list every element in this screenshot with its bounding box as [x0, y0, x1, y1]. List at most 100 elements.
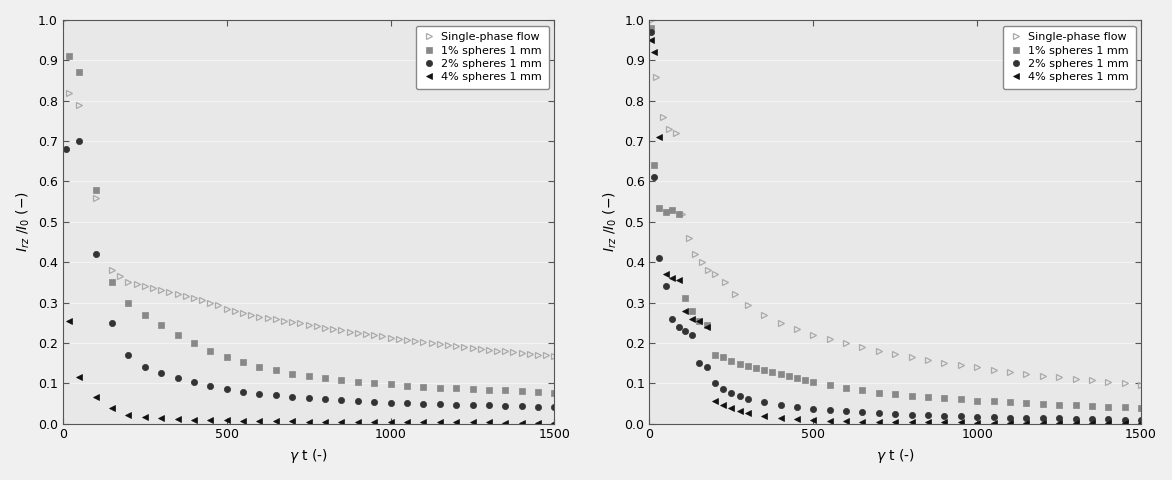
1% spheres 1 mm: [89, 187, 103, 192]
Single-phase flow: [318, 324, 332, 330]
1% spheres 1 mm: [1102, 404, 1116, 409]
2% spheres 1 mm: [89, 251, 103, 257]
1% spheres 1 mm: [1118, 405, 1132, 410]
2% spheres 1 mm: [1102, 416, 1116, 422]
4% spheres 1 mm: [1003, 420, 1017, 426]
4% spheres 1 mm: [888, 419, 902, 425]
1% spheres 1 mm: [938, 395, 952, 401]
4% spheres 1 mm: [318, 419, 332, 424]
2% spheres 1 mm: [203, 383, 217, 389]
Line: 2% spheres 1 mm: 2% spheres 1 mm: [63, 138, 558, 410]
2% spheres 1 mm: [716, 386, 730, 392]
4% spheres 1 mm: [1069, 420, 1083, 426]
Line: Single-phase flow: Single-phase flow: [60, 17, 558, 360]
Line: 1% spheres 1 mm: 1% spheres 1 mm: [648, 25, 1144, 411]
Line: 4% spheres 1 mm: 4% spheres 1 mm: [67, 318, 558, 426]
Single-phase flow: [728, 291, 742, 297]
2% spheres 1 mm: [839, 408, 853, 414]
1% spheres 1 mm: [724, 358, 738, 364]
Line: 4% spheres 1 mm: 4% spheres 1 mm: [648, 37, 1144, 426]
2% spheres 1 mm: [186, 380, 200, 385]
1% spheres 1 mm: [186, 340, 200, 346]
2% spheres 1 mm: [515, 403, 529, 409]
Line: Single-phase flow: Single-phase flow: [648, 17, 1144, 388]
Single-phase flow: [970, 365, 984, 371]
X-axis label: $\gamma$ t (-): $\gamma$ t (-): [875, 447, 915, 465]
2% spheres 1 mm: [684, 332, 699, 337]
2% spheres 1 mm: [301, 395, 315, 401]
4% spheres 1 mm: [301, 419, 315, 424]
Single-phase flow: [1052, 374, 1067, 380]
Single-phase flow: [823, 336, 837, 342]
2% spheres 1 mm: [547, 404, 561, 410]
1% spheres 1 mm: [62, 53, 76, 59]
4% spheres 1 mm: [856, 419, 870, 424]
4% spheres 1 mm: [350, 419, 364, 425]
4% spheres 1 mm: [691, 318, 706, 324]
1% spheres 1 mm: [921, 394, 935, 400]
4% spheres 1 mm: [122, 412, 136, 418]
2% spheres 1 mm: [1085, 416, 1099, 422]
4% spheres 1 mm: [252, 418, 266, 424]
2% spheres 1 mm: [252, 391, 266, 396]
1% spheres 1 mm: [515, 388, 529, 394]
4% spheres 1 mm: [334, 419, 348, 424]
Single-phase flow: [708, 271, 722, 277]
Single-phase flow: [649, 73, 663, 79]
2% spheres 1 mm: [334, 397, 348, 403]
Single-phase flow: [1102, 379, 1116, 385]
2% spheres 1 mm: [170, 375, 184, 381]
Single-phase flow: [1134, 382, 1149, 388]
2% spheres 1 mm: [856, 409, 870, 415]
4% spheres 1 mm: [1134, 420, 1149, 426]
4% spheres 1 mm: [732, 408, 747, 414]
1% spheres 1 mm: [416, 384, 430, 390]
2% spheres 1 mm: [666, 316, 680, 322]
Single-phase flow: [547, 353, 561, 359]
2% spheres 1 mm: [154, 370, 168, 376]
Y-axis label: $I_{rz}\ /I_0\ (-)$: $I_{rz}\ /I_0\ (-)$: [15, 191, 33, 252]
1% spheres 1 mm: [219, 354, 233, 360]
4% spheres 1 mm: [645, 37, 659, 43]
2% spheres 1 mm: [236, 389, 250, 395]
Single-phase flow: [416, 339, 430, 345]
Single-phase flow: [146, 286, 161, 291]
1% spheres 1 mm: [236, 360, 250, 365]
4% spheres 1 mm: [482, 420, 496, 425]
1% spheres 1 mm: [798, 377, 812, 383]
4% spheres 1 mm: [647, 49, 661, 55]
2% spheres 1 mm: [1003, 415, 1017, 420]
4% spheres 1 mm: [285, 418, 299, 424]
1% spheres 1 mm: [301, 373, 315, 379]
Line: 1% spheres 1 mm: 1% spheres 1 mm: [67, 53, 558, 396]
4% spheres 1 mm: [383, 419, 397, 425]
Single-phase flow: [806, 332, 820, 337]
1% spheres 1 mm: [170, 332, 184, 337]
Legend: Single-phase flow, 1% spheres 1 mm, 2% spheres 1 mm, 4% spheres 1 mm: Single-phase flow, 1% spheres 1 mm, 2% s…: [1002, 25, 1136, 89]
4% spheres 1 mm: [1118, 420, 1132, 426]
Single-phase flow: [701, 267, 715, 273]
4% spheres 1 mm: [367, 419, 381, 425]
2% spheres 1 mm: [449, 402, 463, 408]
Single-phase flow: [688, 251, 702, 257]
Single-phase flow: [669, 130, 683, 136]
4% spheres 1 mm: [498, 420, 512, 426]
1% spheres 1 mm: [465, 386, 479, 392]
1% spheres 1 mm: [1069, 403, 1083, 408]
4% spheres 1 mm: [684, 316, 699, 322]
4% spheres 1 mm: [921, 420, 935, 425]
1% spheres 1 mm: [645, 25, 659, 31]
1% spheres 1 mm: [806, 379, 820, 385]
1% spheres 1 mm: [872, 390, 886, 396]
1% spheres 1 mm: [700, 322, 714, 327]
2% spheres 1 mm: [954, 413, 968, 419]
4% spheres 1 mm: [659, 271, 673, 277]
2% spheres 1 mm: [138, 364, 152, 370]
4% spheres 1 mm: [416, 420, 430, 425]
2% spheres 1 mm: [691, 360, 706, 366]
1% spheres 1 mm: [1020, 400, 1034, 406]
1% spheres 1 mm: [350, 379, 364, 384]
Single-phase flow: [987, 367, 1001, 372]
1% spheres 1 mm: [970, 398, 984, 404]
4% spheres 1 mm: [672, 277, 686, 283]
